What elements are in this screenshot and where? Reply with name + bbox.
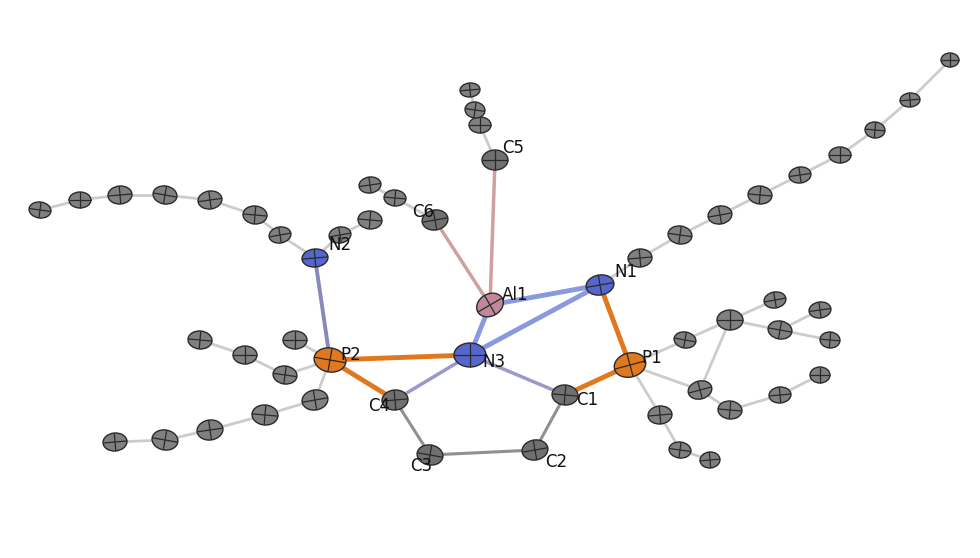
Ellipse shape [769, 387, 791, 403]
Ellipse shape [233, 346, 257, 364]
Ellipse shape [482, 150, 508, 170]
Ellipse shape [809, 302, 831, 318]
Ellipse shape [382, 390, 408, 410]
Ellipse shape [900, 93, 920, 107]
Ellipse shape [270, 227, 291, 243]
Text: C5: C5 [502, 139, 524, 157]
Ellipse shape [188, 331, 212, 349]
Ellipse shape [29, 202, 51, 218]
Ellipse shape [302, 249, 328, 267]
Ellipse shape [688, 381, 711, 399]
Ellipse shape [768, 321, 792, 339]
Ellipse shape [153, 186, 177, 204]
Ellipse shape [476, 293, 504, 317]
Ellipse shape [648, 406, 672, 424]
Ellipse shape [197, 420, 222, 440]
Text: C4: C4 [368, 397, 390, 415]
Text: P1: P1 [641, 349, 662, 367]
Text: N3: N3 [482, 353, 505, 371]
Ellipse shape [748, 186, 772, 204]
Ellipse shape [865, 122, 885, 138]
Ellipse shape [384, 190, 406, 206]
Ellipse shape [454, 343, 486, 367]
Ellipse shape [422, 210, 448, 230]
Ellipse shape [243, 206, 267, 224]
Ellipse shape [103, 433, 127, 451]
Text: P2: P2 [340, 346, 361, 364]
Ellipse shape [69, 192, 91, 208]
Text: N2: N2 [328, 236, 351, 254]
Ellipse shape [709, 206, 732, 224]
Ellipse shape [700, 452, 720, 468]
Text: C3: C3 [410, 457, 432, 475]
Ellipse shape [829, 147, 851, 163]
Ellipse shape [717, 310, 743, 330]
Ellipse shape [586, 275, 613, 295]
Text: N1: N1 [614, 263, 637, 281]
Ellipse shape [198, 191, 221, 209]
Text: C6: C6 [412, 203, 434, 221]
Ellipse shape [466, 102, 485, 118]
Ellipse shape [810, 367, 830, 383]
Ellipse shape [628, 249, 652, 267]
Ellipse shape [358, 211, 382, 229]
Ellipse shape [108, 186, 132, 204]
Ellipse shape [789, 167, 810, 183]
Ellipse shape [669, 442, 691, 458]
Ellipse shape [674, 332, 696, 348]
Ellipse shape [417, 445, 443, 465]
Ellipse shape [764, 292, 786, 308]
Text: C1: C1 [576, 391, 598, 409]
Ellipse shape [273, 366, 297, 384]
Ellipse shape [614, 353, 646, 377]
Text: C2: C2 [545, 453, 567, 471]
Ellipse shape [522, 440, 548, 460]
Ellipse shape [329, 227, 351, 243]
Ellipse shape [718, 401, 742, 419]
Ellipse shape [283, 331, 307, 349]
Ellipse shape [552, 385, 578, 405]
Ellipse shape [460, 83, 480, 97]
Ellipse shape [302, 390, 328, 410]
Ellipse shape [668, 226, 692, 244]
Ellipse shape [469, 117, 491, 133]
Ellipse shape [941, 53, 959, 67]
Ellipse shape [820, 332, 840, 348]
Ellipse shape [315, 348, 346, 372]
Ellipse shape [359, 177, 381, 193]
Ellipse shape [252, 405, 278, 425]
Ellipse shape [152, 430, 178, 450]
Text: Al1: Al1 [502, 286, 528, 304]
